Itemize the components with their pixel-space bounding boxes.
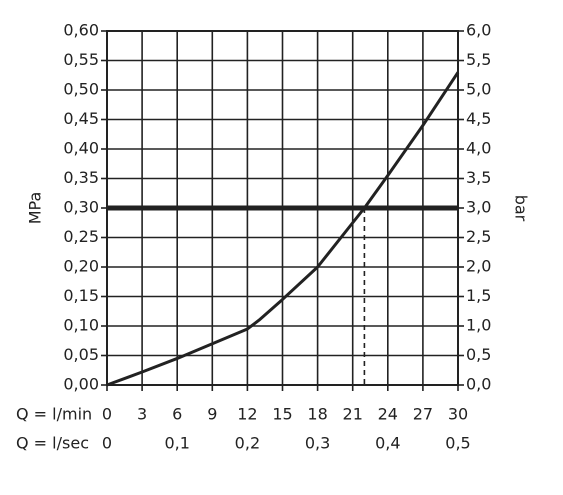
y2-tick-label: 0,0 xyxy=(466,375,491,394)
y2-tick-label: 2,0 xyxy=(466,257,491,276)
y2-tick-label: 5,5 xyxy=(466,50,491,69)
y-tick-label: 0,50 xyxy=(63,80,99,99)
y2-tick-label: 0,5 xyxy=(466,345,491,364)
y2-tick-label: 2,5 xyxy=(466,227,491,246)
x-tick-label: 0 xyxy=(102,405,112,424)
x-tick-label: 12 xyxy=(237,405,257,424)
y2-tick-label: 3,0 xyxy=(466,198,491,217)
x-tick-label: 3 xyxy=(137,405,147,424)
y-tick-label: 0,05 xyxy=(63,345,99,364)
y-axis-label: MPa xyxy=(26,192,45,225)
y-tick-label: 0,20 xyxy=(63,257,99,276)
y2-axis-label: bar xyxy=(512,195,531,222)
y2-tick-label: 1,5 xyxy=(466,286,491,305)
x-tick-label: 6 xyxy=(172,405,182,424)
x-tick-label: 30 xyxy=(448,405,468,424)
x2-tick-label: 0,2 xyxy=(235,434,260,453)
y-tick-label: 0,10 xyxy=(63,316,99,335)
y2-tick-label: 3,5 xyxy=(466,168,491,187)
y2-tick-label: 6,0 xyxy=(466,21,491,40)
curve xyxy=(106,71,460,387)
y2-tick-label: 5,0 xyxy=(466,80,491,99)
x2-tick-label: 0,4 xyxy=(375,434,400,453)
x-tick-label: 24 xyxy=(378,405,398,424)
x2-tick-label: 0,5 xyxy=(445,434,470,453)
x2-tick-label: 0,1 xyxy=(164,434,189,453)
plot-frame xyxy=(106,30,459,386)
y-tick-label: 0,55 xyxy=(63,50,99,69)
y-tick-label: 0,60 xyxy=(63,21,99,40)
y2-tick-label: 1,0 xyxy=(466,316,491,335)
x-row-label: Q = l/min xyxy=(16,405,92,424)
x2-row-label: Q = l/sec xyxy=(16,434,89,453)
x-tick-label: 15 xyxy=(272,405,292,424)
y-tick-label: 0,45 xyxy=(63,109,99,128)
y-tick-label: 0,40 xyxy=(63,139,99,158)
y-tick-label: 0,00 xyxy=(63,375,99,394)
y2-tick-label: 4,5 xyxy=(466,109,491,128)
y2-tick-label: 4,0 xyxy=(466,139,491,158)
x2-tick-label: 0,3 xyxy=(305,434,330,453)
y-tick-label: 0,15 xyxy=(63,286,99,305)
y-tick-label: 0,35 xyxy=(63,168,99,187)
x2-tick-label: 0 xyxy=(102,434,112,453)
x-tick-label: 18 xyxy=(307,405,327,424)
x-tick-label: 9 xyxy=(207,405,217,424)
x-tick-label: 27 xyxy=(413,405,433,424)
y-tick-label: 0,25 xyxy=(63,227,99,246)
x-tick-label: 21 xyxy=(343,405,363,424)
y-tick-label: 0,30 xyxy=(63,198,99,217)
